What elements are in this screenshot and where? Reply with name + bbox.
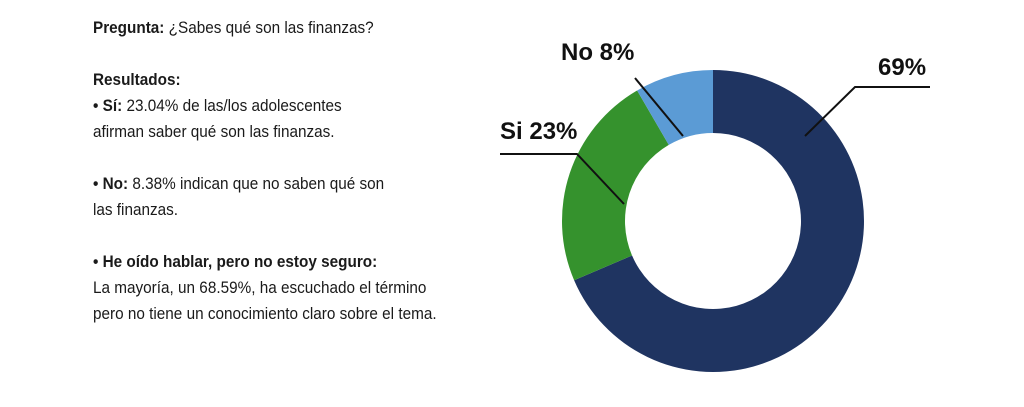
result-label-no: No: [102,174,129,193]
leader-line [804,86,930,137]
result-text-si-line1: 23.04% de las/los adolescentes [126,96,342,115]
results-text-panel: Pregunta: ¿Sabes qué son las finanzas? R… [93,15,471,327]
results-heading: Resultados: [93,70,181,89]
result-text-si-line2: afirman saber qué son las finanzas. [93,122,335,141]
result-label-unsure: He oído hablar, pero no estoy seguro: [102,252,378,271]
leader-line [634,77,684,137]
result-text-no-line2: las finanzas. [93,200,179,219]
data-label: No 8% [561,39,634,66]
result-item-no: • No: 8.38% indican que no saben qué son… [93,171,471,223]
question-text: ¿Sabes qué son las finanzas? [168,18,374,37]
bullet: • [93,174,99,193]
bullet: • [93,252,99,271]
data-label: Si 23% [500,118,577,145]
slice-no [637,70,713,145]
result-text-unsure-line2: pero no tiene un conocimiento claro sobr… [93,304,437,323]
result-item-unsure: • He oído hablar, pero no estoy seguro: … [93,249,471,327]
result-text-no-line1: 8.38% indican que no saben qué son [132,174,385,193]
question-label: Pregunta: [93,18,165,37]
slice-si [562,90,669,281]
bullet: • [93,96,99,115]
data-label: 69% [878,54,926,81]
result-item-si: • Sí: 23.04% de las/los adolescentes afi… [93,93,471,145]
leader-line [500,153,625,205]
question-line: Pregunta: ¿Sabes qué son las finanzas? [93,15,471,41]
slice-unsure [574,70,864,372]
result-label-si: Sí: [102,96,123,115]
result-text-unsure-line1: La mayoría, un 68.59%, ha escuchado el t… [93,278,427,297]
